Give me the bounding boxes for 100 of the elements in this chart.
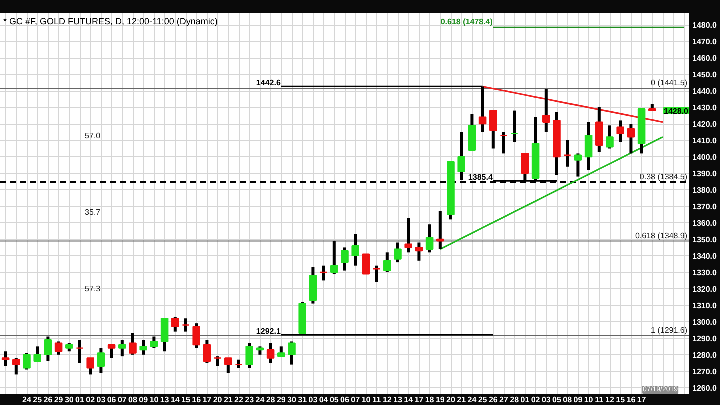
x-tick-label: 07 (351, 396, 361, 404)
candlestick (266, 343, 275, 364)
chart-title: * GC #F, GOLD FUTURES, D, 12:00-11:00 (Dynamic) (4, 16, 218, 26)
candlestick (182, 318, 190, 332)
annotation: 57.3 (85, 284, 102, 294)
candlestick (574, 154, 582, 177)
candlestick (160, 318, 169, 352)
x-tick-label: 24 (22, 396, 32, 404)
x-tick-label: 22 (234, 396, 244, 404)
x-tick-label: 17 (414, 396, 424, 404)
x-tick-label: 28 (510, 396, 520, 404)
candlestick (627, 124, 636, 154)
x-tick-label: 25 (478, 396, 488, 404)
x-tick-label: 08 (563, 396, 573, 404)
x-tick-label: 02 (86, 396, 96, 404)
candlestick (23, 353, 31, 370)
candlestick (404, 218, 412, 253)
candlestick (118, 340, 126, 357)
x-tick-label: 16 (192, 396, 202, 404)
y-tick-label: 1280.0 (692, 350, 718, 360)
x-tick-label: 15 (182, 396, 191, 404)
candlestick (584, 122, 593, 170)
candlestick (76, 340, 84, 364)
ref-line-label: 1 (1291.6) (651, 326, 688, 335)
x-tick-label: 20 (213, 396, 223, 404)
x-tick-label: 23 (245, 396, 255, 404)
x-tick-label: 24 (468, 396, 478, 404)
x-tick-label: 17 (637, 396, 647, 404)
x-tick-label: 19 (436, 396, 446, 404)
candlestick (129, 333, 137, 355)
candlestick (330, 241, 338, 274)
x-tick-label: 03 (308, 396, 318, 404)
candlestick (246, 343, 254, 368)
candlestick (192, 324, 200, 348)
x-tick-label: 16 (626, 396, 636, 404)
candlestick (426, 224, 434, 253)
y-tick-label: 1340.0 (692, 252, 718, 261)
x-tick-label: 11 (595, 396, 604, 404)
y-tick-label: 1390.0 (692, 169, 718, 178)
data-label: 1442.6 (256, 78, 282, 88)
y-tick-label: 1290.0 (692, 334, 718, 344)
candlestick (320, 266, 328, 281)
candlestick (616, 120, 624, 142)
candlestick (415, 242, 424, 261)
data-label: 1385.4 (468, 173, 494, 182)
x-tick-label: 05 (330, 396, 340, 404)
y-tick-label: 1310.0 (692, 301, 718, 310)
candlestick (214, 356, 222, 366)
ref-line-label: 0.38 (1384.5) (640, 172, 688, 182)
x-tick-label: 30 (288, 396, 297, 404)
ref-line-label: 0 (1441.5) (651, 78, 688, 88)
y-tick-label: 1260.0 (692, 384, 718, 393)
x-tick-label: 15 (616, 396, 626, 404)
x-tick-label: 12 (606, 396, 615, 404)
candlestick (12, 358, 20, 375)
y-tick-label: 1270.0 (692, 367, 718, 376)
candlestick (172, 316, 180, 332)
y-tick-label: 1300.0 (692, 318, 718, 327)
y-tick-label: 1410.0 (692, 136, 718, 146)
candlestick (394, 242, 402, 263)
x-tick-label: 03 (96, 396, 106, 404)
x-tick-label: 17 (202, 396, 212, 404)
annotation: 57.0 (85, 132, 102, 141)
x-tick-label: 06 (340, 396, 350, 404)
candlestick (500, 132, 508, 154)
x-tick-label: 28 (266, 396, 276, 404)
x-tick-label: 02 (531, 396, 541, 404)
y-tick-label: 1450.0 (692, 70, 718, 80)
ref-line-label: 0.618 (1348.9) (635, 231, 688, 240)
candlestick (352, 234, 360, 266)
annotation: 35.7 (85, 208, 102, 217)
line-series (482, 86, 664, 124)
annotation: 1428.0 (664, 106, 690, 116)
x-tick-label: 30 (64, 396, 74, 404)
x-tick-label: 06 (107, 396, 117, 404)
x-tick-label: 13 (160, 396, 170, 404)
x-tick-label: 10 (150, 396, 160, 404)
x-tick-label: 20 (446, 396, 456, 404)
x-tick-label: 04 (319, 396, 329, 404)
candlestick (224, 358, 232, 374)
x-tick-label: 14 (404, 396, 414, 404)
candlestick (384, 252, 392, 272)
candlestick (140, 340, 148, 355)
x-tick-label: 09 (139, 396, 149, 404)
x-tick-label: 21 (224, 396, 234, 404)
candlestick (97, 348, 106, 374)
x-tick-label: 13 (394, 396, 403, 404)
candlestick (372, 266, 381, 282)
data-label: 1292.1 (256, 326, 282, 336)
y-tick-label: 1430.0 (692, 104, 718, 113)
x-tick-label: 27 (500, 396, 509, 404)
x-tick-label: 24 (256, 396, 266, 404)
candlestick (542, 89, 550, 132)
x-tick-label: 10 (584, 396, 594, 404)
candlestick (596, 108, 604, 152)
y-tick-label: 1460.0 (692, 54, 718, 64)
candlestick (510, 110, 518, 142)
candlestick (606, 126, 614, 149)
candlestick (108, 344, 116, 358)
data-label: 0.618 (1478.4) (440, 18, 494, 27)
